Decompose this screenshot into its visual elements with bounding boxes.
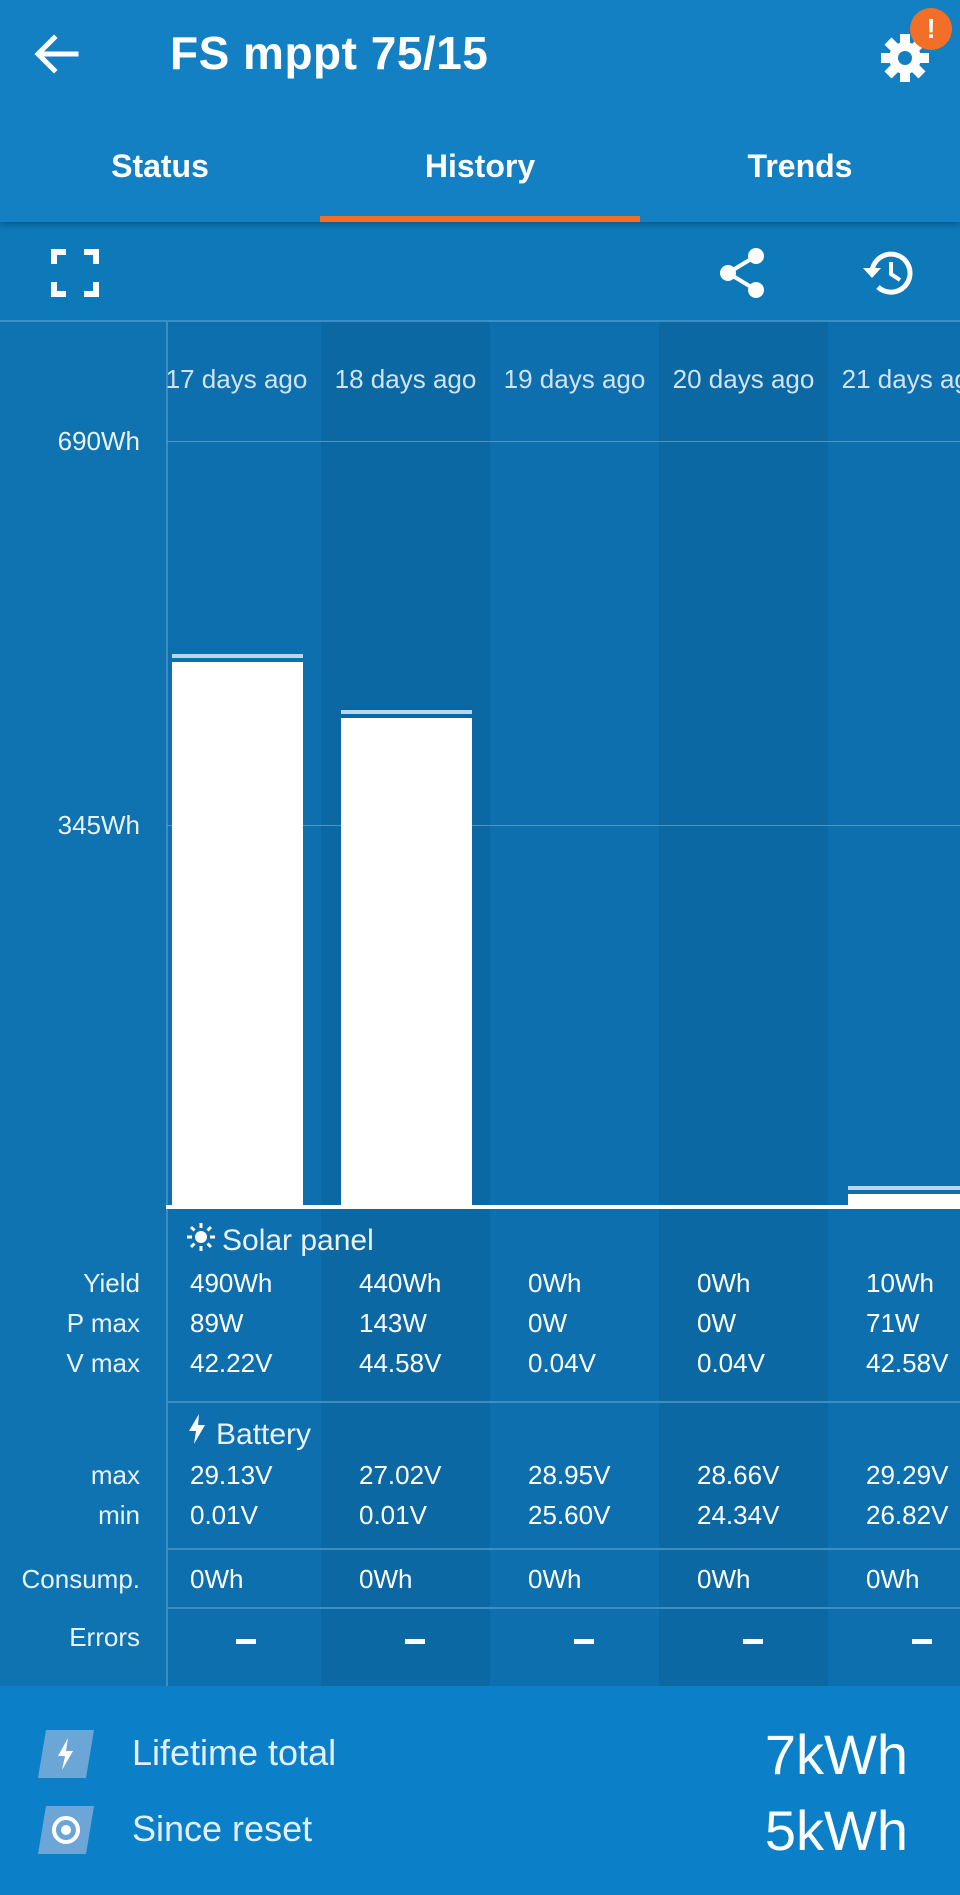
row-label: Errors (69, 1622, 140, 1652)
section-divider (166, 1401, 960, 1403)
day-column-3 (659, 322, 828, 1686)
share-icon[interactable] (714, 244, 772, 302)
y-tick-label: 345Wh (57, 810, 140, 840)
table-cell: 27.02V (359, 1460, 442, 1490)
table-cell: 44.58V (359, 1348, 442, 1378)
day-column-4 (828, 322, 960, 1686)
table-cell: 0W (528, 1308, 567, 1338)
since-reset-icon (38, 1806, 94, 1854)
tab-history[interactable]: History (320, 120, 640, 222)
table-cell: 28.95V (528, 1460, 611, 1490)
section-divider (166, 1548, 960, 1550)
y-tick-label: 690Wh (57, 426, 140, 456)
page-title: FS mppt 75/15 (170, 27, 489, 79)
history-restore-icon[interactable] (860, 244, 918, 302)
error-none-dash (912, 1639, 932, 1644)
table-cell: 143W (359, 1308, 427, 1338)
row-label: P max (66, 1308, 140, 1338)
lifetime-total-label: Lifetime total (132, 1732, 337, 1773)
since-reset-value: 5kWh (764, 1799, 908, 1862)
error-none-dash (236, 1639, 256, 1644)
lifetime-bolt-icon (38, 1730, 94, 1778)
table-cell: 0.04V (528, 1348, 596, 1378)
table-cell: 26.82V (866, 1500, 949, 1530)
table-cell: 0W (697, 1308, 736, 1338)
tab-trends[interactable]: Trends (747, 148, 853, 184)
error-none-dash (743, 1639, 763, 1644)
totals-footer: Lifetime total 7kWh Since reset 5kWh (0, 1686, 960, 1895)
history-toolbar (0, 222, 960, 322)
table-cell: 10Wh (866, 1268, 934, 1298)
notification-badge[interactable]: ! (910, 8, 952, 50)
sun-icon (187, 1223, 215, 1251)
x-tick-label: 18 days ago (334, 364, 477, 394)
table-cell: 28.66V (697, 1460, 780, 1490)
fullscreen-icon[interactable] (46, 244, 104, 302)
table-cell: 29.29V (866, 1460, 949, 1490)
table-cell: 0.01V (359, 1500, 427, 1530)
chart-bar-cap (341, 710, 472, 714)
table-cell: 25.60V (528, 1500, 611, 1530)
table-cell: 0Wh (697, 1564, 751, 1594)
lightning-icon (189, 1414, 205, 1444)
app-bar: FS mppt 75/15 ! Status History (0, 0, 960, 222)
chart-bar[interactable] (341, 718, 472, 1205)
back-arrow-icon[interactable] (26, 24, 86, 84)
chart-bar[interactable] (848, 1194, 960, 1205)
table-cell: 0Wh (190, 1564, 244, 1594)
table-cell: 71W (866, 1308, 920, 1338)
tab-status[interactable]: Status (111, 148, 209, 184)
row-label: min (98, 1500, 140, 1530)
chart-bar-cap (848, 1186, 960, 1190)
gridline-690 (166, 441, 960, 442)
x-tick-label: 17 days ago (165, 364, 308, 394)
settings-gear-icon[interactable] (870, 20, 940, 90)
x-axis-baseline (166, 1205, 960, 1209)
since-reset-label: Since reset (132, 1808, 313, 1849)
table-cell: 0Wh (697, 1268, 751, 1298)
table-cell: 89W (190, 1308, 244, 1338)
battery-title: Battery (186, 1414, 311, 1452)
table-cell: 24.34V (697, 1500, 780, 1530)
chart-bar-cap (172, 654, 303, 658)
row-label: Yield (83, 1268, 140, 1298)
lifetime-total-value: 7kWh (764, 1723, 908, 1786)
battery-label: Battery (216, 1418, 312, 1451)
table-cell: 29.13V (190, 1460, 273, 1490)
solar-panel-label: Solar panel (222, 1224, 374, 1257)
gridline-345 (166, 825, 960, 826)
day-column-2 (490, 322, 659, 1686)
x-tick-label: 21 days ago (841, 364, 960, 394)
table-cell: 42.58V (866, 1348, 949, 1378)
row-label: Consump. (21, 1564, 141, 1594)
y-axis (166, 322, 168, 1686)
table-cell: 0Wh (528, 1268, 582, 1298)
table-cell: 0.04V (697, 1348, 765, 1378)
row-label: max (90, 1460, 140, 1490)
row-label: V max (66, 1348, 140, 1378)
table-cell: 0Wh (528, 1564, 582, 1594)
table-cell: 440Wh (359, 1268, 442, 1298)
table-cell: 0.01V (190, 1500, 258, 1530)
error-none-dash (405, 1639, 425, 1644)
history-chart[interactable]: 690Wh 345Wh 17 days ago 18 days ago 19 d… (0, 322, 960, 1686)
solar-panel-title: Solar panel (186, 1222, 374, 1258)
table-cell: 490Wh (190, 1268, 273, 1298)
table-cell: 0Wh (866, 1564, 920, 1594)
table-cell: 0Wh (359, 1564, 413, 1594)
tab-bar: Status History Trends (0, 120, 960, 222)
table-cell: 42.22V (190, 1348, 273, 1378)
x-tick-label: 19 days ago (503, 364, 646, 394)
chart-bar[interactable] (172, 662, 303, 1205)
section-divider (166, 1607, 960, 1609)
error-none-dash (574, 1639, 594, 1644)
x-tick-label: 20 days ago (672, 364, 815, 394)
